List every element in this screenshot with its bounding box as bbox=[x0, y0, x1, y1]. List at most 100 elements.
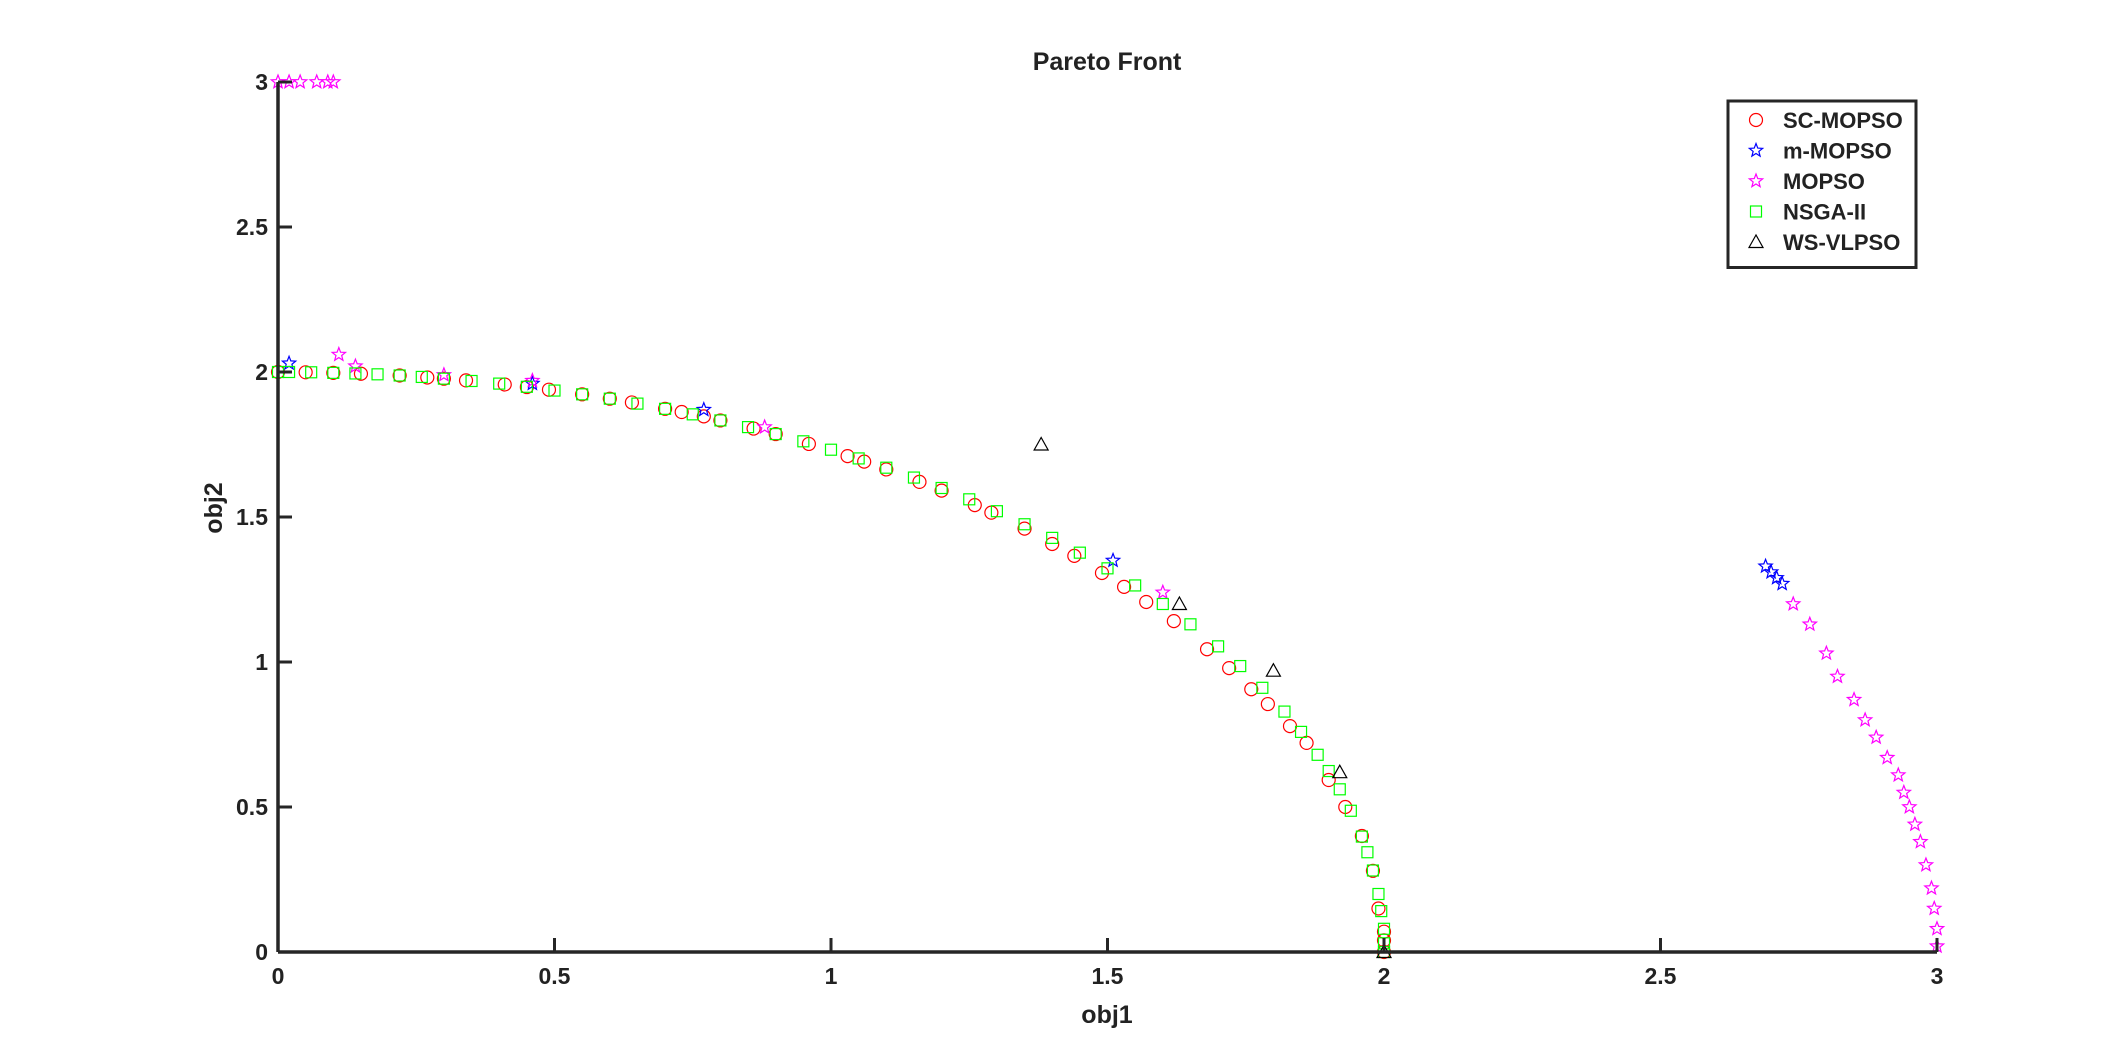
data-point bbox=[393, 369, 406, 382]
legend-item: WS-VLPSO bbox=[1747, 230, 1900, 255]
data-point bbox=[1377, 922, 1391, 935]
data-point bbox=[963, 493, 976, 506]
y-tick-label: 2 bbox=[255, 359, 268, 385]
data-point bbox=[353, 366, 369, 381]
data-point bbox=[1890, 766, 1907, 783]
data-point bbox=[1923, 879, 1940, 896]
data-point bbox=[1156, 597, 1169, 611]
data-point bbox=[1333, 783, 1346, 796]
x-tick-label: 2 bbox=[1378, 963, 1391, 989]
data-point bbox=[713, 413, 728, 428]
data-point bbox=[880, 461, 893, 474]
data-point bbox=[298, 365, 313, 380]
x-tick-label: 2.5 bbox=[1645, 963, 1677, 989]
data-point bbox=[305, 366, 318, 379]
legend-label: MOPSO bbox=[1783, 169, 1865, 194]
data-point bbox=[1867, 728, 1885, 745]
data-point bbox=[1375, 905, 1388, 918]
legend-marker bbox=[1747, 172, 1765, 189]
data-point bbox=[1322, 764, 1335, 778]
x-tick-label: 0 bbox=[272, 963, 285, 989]
data-point bbox=[1818, 644, 1835, 661]
legend-item: MOPSO bbox=[1747, 169, 1865, 194]
data-point bbox=[695, 401, 713, 417]
x-axis-title: obj1 bbox=[1081, 1001, 1132, 1029]
axes: 0 0.5 1 1.5 2 2.5 3 0 0.5 1 1.5 2 2.5 3 bbox=[236, 69, 1943, 989]
x-tick-label: 1 bbox=[825, 963, 838, 989]
data-point bbox=[330, 345, 348, 362]
data-point bbox=[1361, 846, 1374, 859]
data-point bbox=[1878, 749, 1896, 765]
y-tick-label: 0 bbox=[255, 939, 268, 965]
data-point bbox=[1856, 711, 1874, 728]
data-point bbox=[1925, 899, 1943, 916]
legend-label: NSGA-II bbox=[1783, 200, 1866, 225]
plot-markers bbox=[269, 73, 1946, 960]
data-point bbox=[769, 427, 782, 441]
data-point bbox=[696, 409, 711, 424]
y-tick-label: 0.5 bbox=[236, 794, 268, 820]
data-point bbox=[548, 384, 561, 397]
y-tick-label: 1 bbox=[255, 649, 268, 675]
data-point bbox=[291, 73, 309, 90]
data-point bbox=[1845, 691, 1863, 707]
data-point bbox=[1073, 546, 1086, 559]
data-point bbox=[465, 374, 478, 388]
y-tick-label: 3 bbox=[255, 69, 268, 95]
data-point bbox=[371, 368, 384, 381]
data-point bbox=[520, 380, 533, 393]
data-point bbox=[686, 408, 699, 421]
legend-label: WS-VLPSO bbox=[1783, 230, 1900, 255]
data-point bbox=[1928, 920, 1946, 936]
data-point bbox=[1234, 659, 1247, 673]
y-tick-label: 2.5 bbox=[236, 214, 268, 240]
data-point bbox=[493, 377, 506, 390]
data-point bbox=[347, 357, 364, 374]
data-point bbox=[602, 391, 617, 406]
data-point bbox=[1372, 887, 1385, 901]
legend-item: m-MOPSO bbox=[1747, 139, 1892, 164]
data-point bbox=[1139, 594, 1154, 610]
data-point bbox=[934, 483, 949, 498]
data-point bbox=[1829, 667, 1846, 684]
legend-item: SC-MOPSO bbox=[1748, 108, 1903, 133]
data-point bbox=[1129, 579, 1142, 592]
data-point bbox=[1901, 798, 1918, 815]
data-point bbox=[575, 387, 590, 402]
x-tick-label: 1.5 bbox=[1092, 963, 1124, 989]
data-point bbox=[319, 73, 337, 90]
data-point bbox=[1244, 682, 1259, 697]
legend-marker bbox=[1747, 233, 1765, 249]
y-tick-label: 1.5 bbox=[236, 504, 268, 530]
data-point bbox=[1917, 856, 1935, 873]
legend-item: NSGA-II bbox=[1749, 200, 1866, 225]
data-point bbox=[657, 401, 673, 416]
data-point bbox=[1033, 436, 1050, 451]
data-point bbox=[1912, 833, 1929, 849]
data-point bbox=[326, 365, 341, 380]
data-point bbox=[1784, 595, 1802, 612]
data-point bbox=[325, 73, 342, 90]
data-point bbox=[603, 392, 616, 405]
data-point bbox=[1260, 696, 1275, 712]
data-point bbox=[415, 370, 428, 384]
data-point bbox=[1116, 579, 1132, 594]
data-point bbox=[1199, 642, 1215, 657]
data-point bbox=[1265, 662, 1282, 677]
data-point bbox=[1211, 640, 1225, 653]
data-point bbox=[631, 397, 644, 410]
x-tick-label: 3 bbox=[1931, 963, 1944, 989]
data-point bbox=[768, 426, 783, 442]
data-point bbox=[756, 418, 773, 435]
chart-title: Pareto Front bbox=[1033, 48, 1182, 76]
data-point bbox=[1018, 518, 1031, 531]
data-point bbox=[1366, 864, 1380, 877]
legend-label: SC-MOPSO bbox=[1783, 108, 1903, 133]
data-point bbox=[392, 368, 407, 383]
data-point bbox=[349, 367, 362, 380]
data-point bbox=[1046, 531, 1059, 544]
data-point bbox=[1154, 583, 1172, 600]
data-point bbox=[714, 414, 727, 427]
